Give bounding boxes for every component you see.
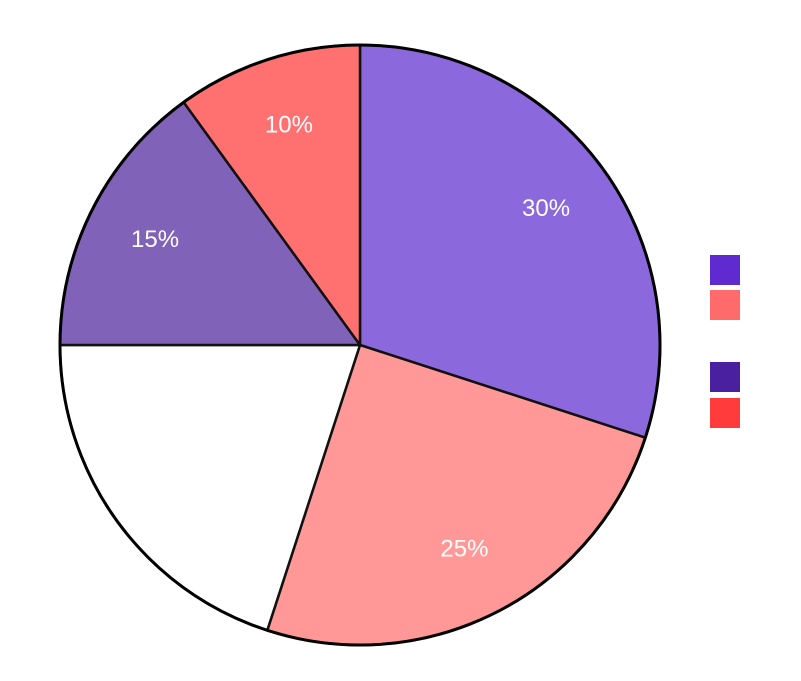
slice-label: 30% bbox=[522, 195, 570, 222]
pie-outline bbox=[58, 43, 662, 647]
slice-label: 10% bbox=[265, 112, 313, 139]
legend-swatch bbox=[710, 362, 740, 392]
legend-swatch bbox=[710, 255, 740, 285]
slice-label: 25% bbox=[440, 535, 488, 562]
legend-swatch bbox=[710, 290, 740, 320]
slice-label: 15% bbox=[131, 226, 179, 253]
legend-swatch bbox=[710, 398, 740, 428]
